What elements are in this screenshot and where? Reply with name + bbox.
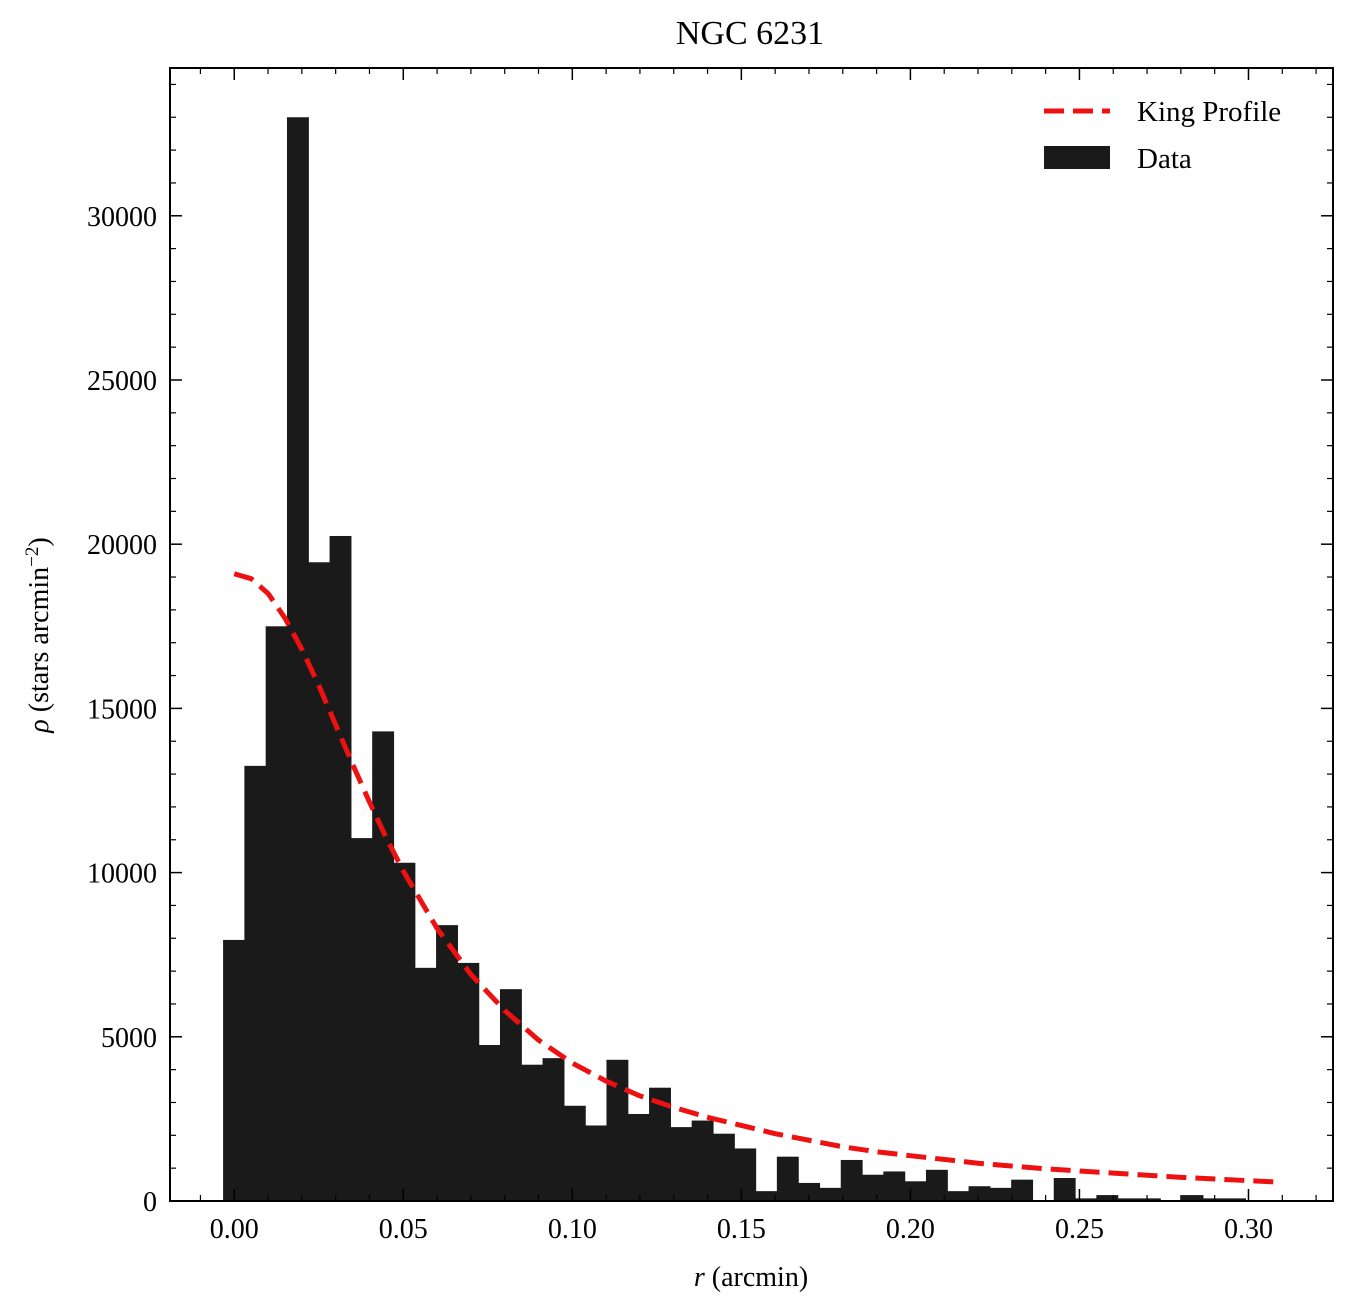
legend-king-profile-label: King Profile (1137, 96, 1281, 128)
histogram-bar (776, 1156, 799, 1201)
histogram-bar (1181, 1195, 1204, 1201)
histogram-bar (585, 1125, 608, 1201)
histogram-bar (734, 1148, 757, 1201)
histogram-bar (606, 1059, 629, 1201)
histogram-bar (265, 626, 288, 1201)
king-profile-line (233, 571, 1283, 1185)
histogram-bar (989, 1187, 1012, 1201)
plot-frame (169, 67, 1334, 1202)
y-axis-ticks: 0 5000 10000 15000 20000 25000 30000 (87, 83, 1333, 1218)
x-tick-label: 0.05 (379, 1214, 428, 1245)
histogram-bar (286, 117, 309, 1201)
histogram-bar (670, 1127, 693, 1201)
histogram-bar (627, 1113, 650, 1201)
histogram-bar (798, 1182, 821, 1201)
histogram-bar (947, 1191, 970, 1201)
histogram-bar (563, 1105, 586, 1201)
histogram-bar (1075, 1198, 1097, 1201)
histogram-bar (457, 962, 480, 1201)
histogram-bar (925, 1169, 948, 1201)
chart-title: NGC 6231 (676, 15, 824, 52)
y-axis-label-exponent: −2 (22, 547, 43, 567)
x-axis-label-unit: (arcmin) (705, 1262, 808, 1293)
histogram-bar (393, 862, 416, 1201)
histogram-bar (862, 1174, 884, 1201)
y-tick-label: 0 (143, 1187, 157, 1218)
x-tick-label: 0.15 (717, 1214, 766, 1245)
histogram-bar (1224, 1198, 1247, 1201)
histogram-bar (350, 838, 373, 1201)
legend-data-label: Data (1137, 143, 1192, 175)
histogram-bar (1138, 1198, 1161, 1201)
y-tick-label: 5000 (101, 1023, 157, 1054)
y-axis-label: ρ (stars arcmin−2) (22, 537, 56, 733)
histogram-bar (755, 1191, 778, 1201)
histogram-bar (1011, 1179, 1034, 1201)
histogram-bar (819, 1187, 842, 1201)
x-tick-label: 0.10 (548, 1214, 597, 1245)
histogram-bar (968, 1186, 991, 1201)
king-profile-curve (233, 571, 1283, 1185)
histogram-bar (649, 1087, 671, 1201)
y-axis-label-unit: (stars arcmin (24, 567, 55, 719)
histogram-bar (840, 1159, 863, 1201)
histogram-bar (521, 1064, 544, 1201)
histogram-bar (1202, 1198, 1225, 1201)
histogram-bar (372, 731, 395, 1201)
histogram-bar (414, 967, 437, 1201)
histogram-bar (223, 939, 245, 1201)
y-tick-label: 30000 (87, 202, 157, 233)
histogram-bar (329, 535, 352, 1201)
histogram-bar (478, 1045, 501, 1201)
y-tick-label: 15000 (87, 694, 157, 725)
y-axis-label-close: ) (24, 537, 55, 546)
y-tick-label: 20000 (87, 530, 157, 561)
legend-data-swatch (1044, 146, 1110, 169)
x-tick-label: 0.30 (1224, 1214, 1273, 1245)
histogram-bar (1053, 1178, 1076, 1201)
x-axis-label-symbol: r (694, 1262, 705, 1293)
histogram-bar (308, 562, 331, 1201)
x-tick-label: 0.25 (1055, 1214, 1104, 1245)
histogram-bar (1117, 1198, 1140, 1201)
x-tick-label: 0.20 (886, 1214, 935, 1245)
y-axis-label-symbol: ρ (24, 719, 55, 733)
histogram-bar (436, 925, 458, 1201)
histogram-bar (499, 989, 522, 1201)
histogram-bars (223, 117, 1247, 1201)
histogram-bar (244, 765, 267, 1201)
histogram-bar (1096, 1195, 1119, 1201)
legend: King Profile Data (1044, 96, 1281, 175)
histogram-bar (712, 1133, 735, 1201)
histogram-bar (691, 1120, 714, 1201)
histogram-bar (883, 1171, 906, 1201)
y-tick-label: 10000 (87, 859, 157, 890)
histogram-bar (542, 1058, 565, 1201)
y-tick-label: 25000 (87, 366, 157, 397)
x-axis-label: r (arcmin) (694, 1262, 808, 1293)
x-axis-ticks: 0.00 0.05 0.10 0.15 0.20 0.25 0.30 (199, 68, 1317, 1245)
x-tick-label: 0.00 (210, 1214, 259, 1245)
histogram-bar (904, 1181, 927, 1201)
